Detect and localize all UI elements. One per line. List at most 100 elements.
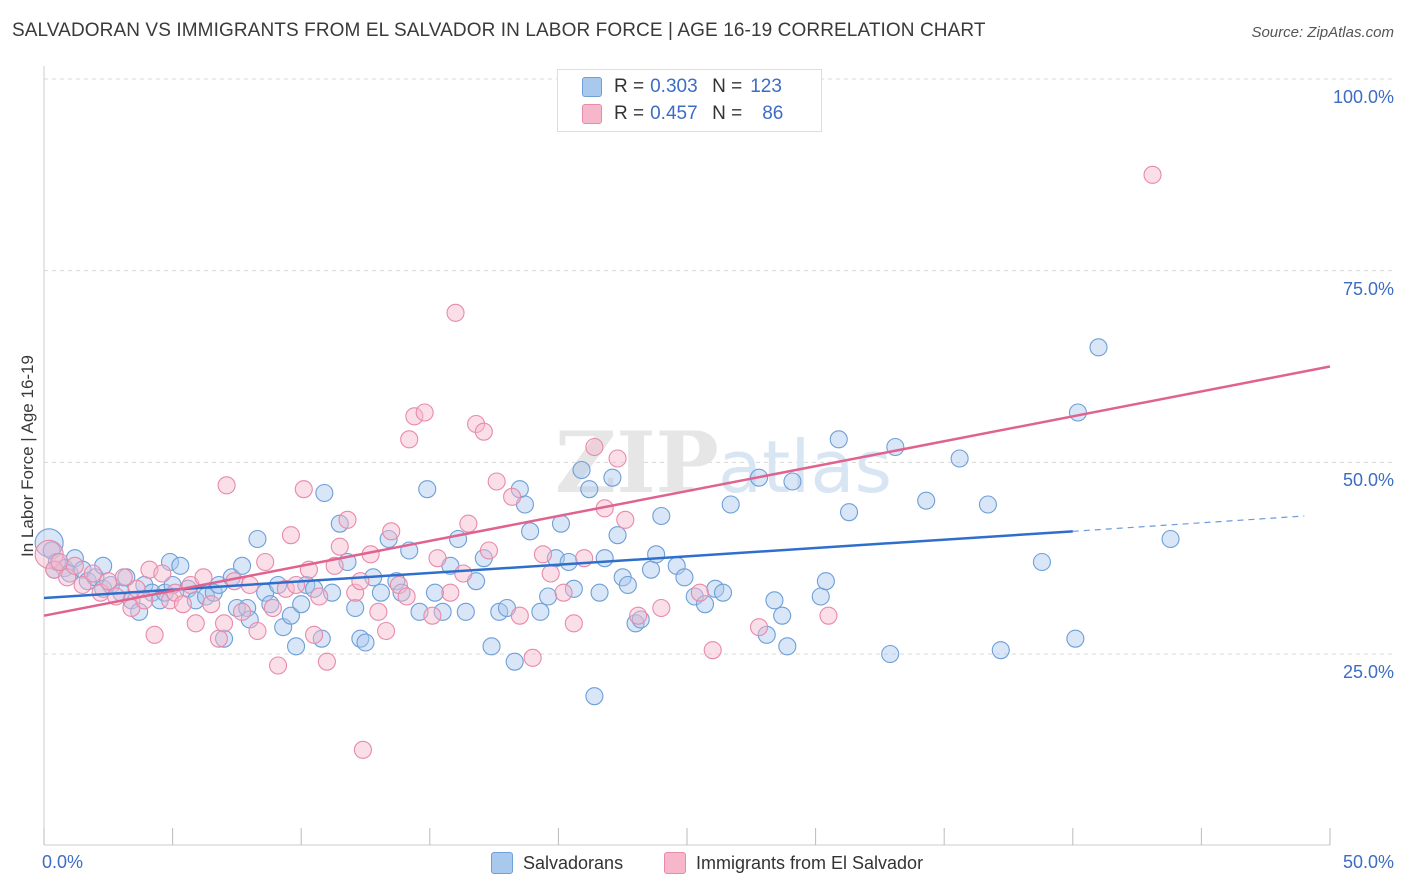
data-point — [564, 614, 583, 633]
data-point — [423, 606, 442, 625]
data-point — [829, 430, 848, 449]
data-point — [353, 740, 372, 759]
data-point — [703, 641, 722, 660]
legend-row-immigrants: R = 0.457 N = 86 — [582, 102, 783, 126]
data-point — [441, 583, 460, 602]
data-point — [819, 606, 838, 625]
data-point — [629, 606, 648, 625]
watermark: ZIPatlas — [555, 413, 892, 512]
data-point — [616, 510, 635, 529]
data-point — [415, 403, 434, 422]
data-point — [248, 529, 267, 549]
data-point — [559, 552, 578, 572]
data-point — [647, 545, 666, 564]
data-point — [371, 583, 390, 602]
data-point — [305, 625, 324, 644]
data-point — [595, 549, 614, 568]
data-point — [482, 637, 501, 656]
data-point — [690, 583, 709, 602]
axes — [43, 66, 1331, 846]
legend-item-salvadorans: Salvadorans — [491, 852, 623, 874]
source-credit: Source: ZipAtlas.com — [1251, 24, 1394, 41]
data-point — [881, 644, 900, 664]
data-point — [292, 595, 311, 614]
data-point — [603, 468, 622, 487]
trend-line-salvadorans — [43, 530, 1073, 600]
watermark-zip: ZIP — [555, 413, 719, 512]
data-point — [765, 591, 784, 610]
series-immigrants-from-el-salvador — [34, 165, 1162, 759]
data-point — [510, 606, 529, 625]
data-point — [369, 602, 388, 621]
data-point — [978, 495, 997, 514]
legend-n-value: 86 — [762, 103, 784, 124]
x-tick-label-max: 50.0% — [1342, 852, 1394, 872]
data-point — [585, 437, 604, 457]
data-point — [377, 621, 396, 641]
data-point — [778, 637, 797, 656]
data-point — [287, 575, 306, 595]
data-point — [173, 595, 192, 614]
data-point — [153, 564, 172, 583]
data-point — [713, 583, 733, 602]
data-point — [1143, 165, 1162, 184]
data-point — [202, 595, 221, 614]
legend-r-value: 0.303 — [650, 76, 698, 97]
data-point — [503, 487, 522, 506]
series-legend: Salvadorans Immigrants from El Salvador — [0, 852, 1406, 878]
data-point — [281, 526, 300, 545]
data-point — [325, 556, 344, 575]
data-point — [346, 583, 365, 602]
data-point — [418, 480, 437, 499]
data-point — [1089, 338, 1108, 357]
data-point — [256, 552, 275, 572]
data-point — [50, 552, 69, 572]
data-point — [83, 564, 102, 583]
data-point — [585, 687, 604, 706]
data-point — [317, 652, 336, 671]
data-point — [145, 625, 164, 644]
legend-r-value: 0.457 — [650, 103, 698, 124]
y-tick-label: 75.0% — [1342, 278, 1394, 299]
data-point — [479, 541, 499, 560]
data-point — [531, 602, 550, 621]
data-point — [310, 587, 329, 606]
data-point — [811, 587, 830, 606]
data-point — [991, 641, 1010, 660]
y-tick-label: 100.0% — [1332, 87, 1394, 107]
data-point — [248, 621, 267, 641]
data-point — [1161, 529, 1180, 549]
data-point — [523, 648, 542, 667]
data-point — [773, 606, 792, 625]
data-point — [816, 572, 835, 591]
data-point — [338, 510, 357, 529]
legend-n-label: N = — [712, 103, 743, 124]
data-point — [276, 579, 295, 598]
legend-item-immigrants: Immigrants from El Salvador — [664, 852, 923, 874]
data-point — [487, 472, 506, 491]
y-axis-label: In Labor Force | Age 16-19 — [18, 355, 37, 557]
data-point — [608, 449, 627, 468]
data-point — [186, 614, 205, 633]
y-tick-label: 25.0% — [1342, 662, 1394, 682]
legend-swatch-pink — [664, 852, 686, 874]
data-point — [459, 514, 478, 533]
data-point — [580, 480, 599, 499]
legend-n-value: 123 — [750, 76, 782, 97]
data-point — [783, 472, 802, 491]
data-point — [539, 587, 558, 606]
data-point — [695, 595, 715, 614]
data-point — [474, 422, 493, 441]
data-point — [521, 522, 540, 541]
legend-r-label: R = — [614, 76, 645, 97]
data-point — [608, 526, 627, 545]
data-point — [456, 602, 475, 621]
data-point — [315, 483, 334, 503]
data-point — [446, 303, 465, 322]
data-point — [214, 614, 234, 633]
data-point — [541, 564, 560, 583]
data-point — [533, 545, 553, 564]
legend-row-salvadorans: R = 0.303 N = 123 — [582, 75, 782, 99]
data-point — [346, 598, 365, 618]
